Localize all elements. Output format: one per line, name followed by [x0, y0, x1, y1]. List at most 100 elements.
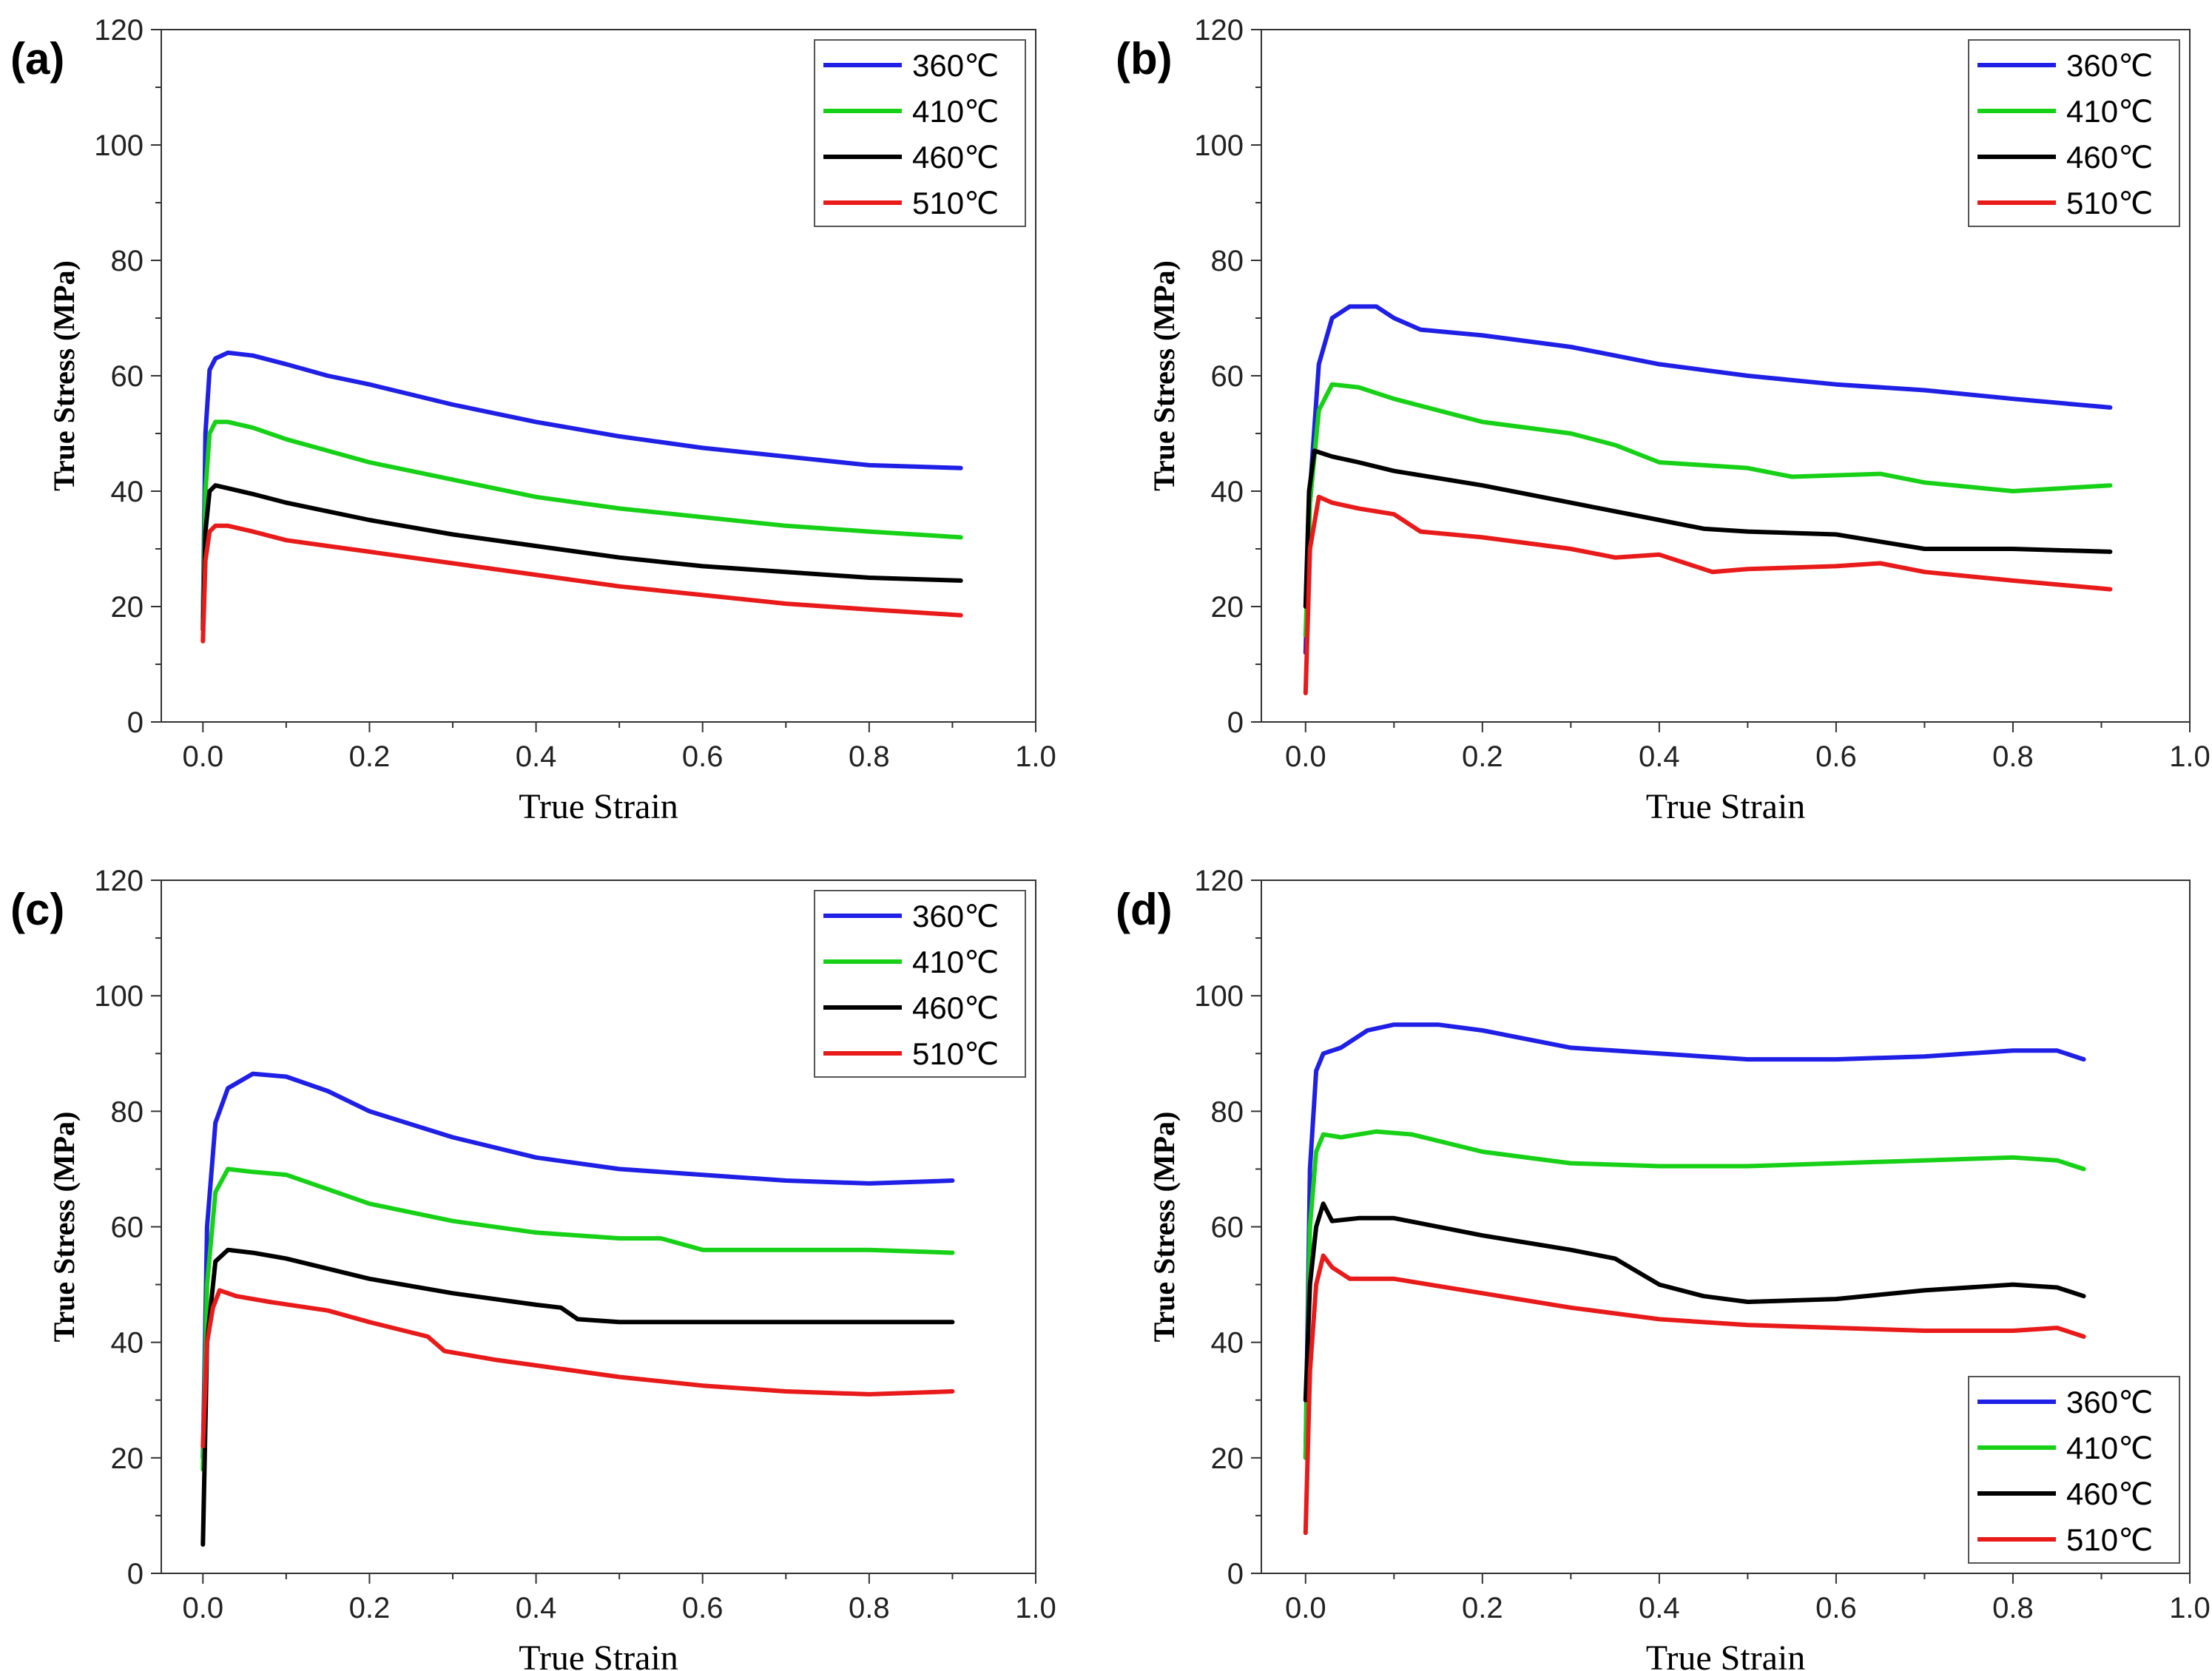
legend-label: 360℃ [2066, 48, 2153, 83]
legend: 360℃ 410℃ 460℃ 510℃ [1968, 1376, 2180, 1564]
x-tick-label: 0.8 [849, 1592, 890, 1624]
series-line-510 [1303, 494, 2113, 695]
y-tick-label: 80 [1211, 1096, 1244, 1128]
series-line-460 [200, 1247, 955, 1547]
x-tick-label: 0.0 [182, 740, 223, 773]
legend-box [814, 890, 1026, 1078]
y-tick-label: 100 [1194, 980, 1244, 1013]
y-tick-label: 60 [1211, 360, 1244, 393]
y-tick-label: 100 [94, 129, 144, 162]
legend-label: 460℃ [2066, 140, 2153, 175]
panel-label: (a) [10, 34, 64, 84]
legend-box [1968, 39, 2180, 227]
x-tick-label: 0.6 [1815, 1592, 1857, 1624]
legend: 360℃ 410℃ 460℃ 510℃ [814, 890, 1026, 1078]
y-tick-label: 0 [127, 706, 144, 739]
legend-label: 510℃ [912, 1036, 999, 1071]
legend-label: 410℃ [2066, 94, 2153, 129]
x-axis-title: True Strain [1646, 787, 1806, 826]
panel-label: (d) [1116, 885, 1173, 934]
series-line-510 [1303, 1253, 2086, 1536]
legend-label: 510℃ [2066, 1522, 2153, 1557]
series-line-460 [200, 483, 963, 632]
y-tick-label: 60 [111, 1212, 144, 1244]
y-tick-label: 20 [111, 591, 144, 624]
legend-label: 510℃ [912, 186, 999, 220]
y-tick-label: 0 [1227, 706, 1244, 739]
x-tick-label: 0.2 [1462, 740, 1503, 773]
legend: 360℃ 410℃ 460℃ 510℃ [814, 39, 1026, 227]
x-tick-label: 0.6 [1815, 740, 1857, 773]
series-line-410 [200, 419, 963, 627]
chart-panel-b: 0 20 40 60 80 100 120 0.0 0.2 0.4 0.6 0.8 1.0 True St… [1116, 14, 2211, 826]
x-tick-label: 0.0 [1285, 1592, 1326, 1624]
legend-label: 410℃ [912, 94, 999, 129]
series-line-360 [1303, 304, 2113, 655]
x-tick-label: 0.4 [516, 1592, 557, 1624]
series-line-510 [200, 1288, 955, 1449]
series-line-360 [200, 1071, 955, 1460]
y-tick-label: 120 [1194, 865, 1244, 897]
y-tick-label: 0 [127, 1558, 144, 1590]
y-tick-label: 40 [1211, 476, 1244, 508]
y-tick-label: 60 [1211, 1212, 1244, 1244]
y-tick-label: 60 [111, 360, 144, 393]
x-tick-label: 1.0 [1015, 1592, 1056, 1624]
chart-panel-a: 0 20 40 60 80 100 120 0.0 0.2 0.4 0.6 0.8 1.0 True St… [10, 14, 1056, 826]
legend-label: 410℃ [2066, 1431, 2153, 1465]
y-tick-label: 80 [111, 245, 144, 277]
series-line-410 [1303, 382, 2113, 638]
y-tick-label: 40 [1211, 1327, 1244, 1360]
legend-box [814, 39, 1026, 227]
x-tick-label: 0.0 [182, 1592, 223, 1624]
series-line-510 [200, 523, 963, 644]
x-tick-label: 0.6 [682, 1592, 724, 1624]
y-tick-label: 20 [1211, 1442, 1244, 1475]
panel-label: (b) [1116, 34, 1173, 84]
y-axis-title: True Stress (MPa) [47, 260, 81, 491]
x-tick-label: 0.2 [349, 740, 391, 773]
series-line-360 [200, 350, 963, 621]
y-tick-label: 20 [111, 1442, 144, 1475]
x-tick-label: 1.0 [2169, 740, 2211, 773]
series-line-460 [1303, 1201, 2086, 1402]
legend: 360℃ 410℃ 460℃ 510℃ [1968, 39, 2180, 227]
series-line-410 [1303, 1129, 2086, 1460]
y-tick-label: 100 [1194, 129, 1244, 162]
series-line-460 [1303, 448, 2113, 609]
x-tick-label: 0.2 [1462, 1592, 1503, 1624]
x-tick-label: 0.4 [1639, 740, 1680, 773]
x-tick-label: 1.0 [1015, 740, 1056, 773]
series-line-360 [1303, 1022, 2086, 1460]
x-tick-label: 0.4 [516, 740, 557, 773]
panel-label: (c) [10, 885, 64, 934]
y-tick-label: 120 [94, 14, 144, 47]
y-tick-label: 120 [94, 865, 144, 897]
legend-label: 460℃ [912, 990, 999, 1025]
y-tick-label: 40 [111, 476, 144, 508]
legend-label: 460℃ [912, 140, 999, 175]
y-tick-label: 120 [1194, 14, 1244, 47]
y-tick-label: 40 [111, 1327, 144, 1360]
x-tick-label: 1.0 [2169, 1592, 2211, 1624]
legend-label: 360℃ [912, 48, 999, 83]
x-tick-label: 0.2 [349, 1592, 391, 1624]
x-tick-label: 0.8 [849, 740, 890, 773]
y-tick-label: 80 [111, 1096, 144, 1128]
chart-panel-d: 0 20 40 60 80 100 120 0.0 0.2 0.4 0.6 0.8 1.0 True St… [1116, 865, 2211, 1671]
x-tick-label: 0.0 [1285, 740, 1326, 773]
legend-label: 360℃ [912, 899, 999, 934]
x-axis-title: True Strain [519, 1638, 678, 1671]
x-tick-label: 0.8 [1992, 1592, 2034, 1624]
legend-label: 410℃ [912, 945, 999, 979]
chart-panel-c: 0 20 40 60 80 100 120 0.0 0.2 0.4 0.6 0.8 1.0 True St… [10, 865, 1056, 1671]
x-axis-title: True Strain [519, 787, 678, 826]
y-axis-title: True Stress (MPa) [47, 1112, 81, 1343]
legend-label: 510℃ [2066, 186, 2153, 220]
x-tick-label: 0.4 [1639, 1592, 1680, 1624]
y-tick-label: 100 [94, 980, 144, 1013]
series-line-410 [200, 1167, 955, 1472]
y-tick-label: 20 [1211, 591, 1244, 624]
y-axis-title: True Stress (MPa) [1147, 260, 1181, 491]
